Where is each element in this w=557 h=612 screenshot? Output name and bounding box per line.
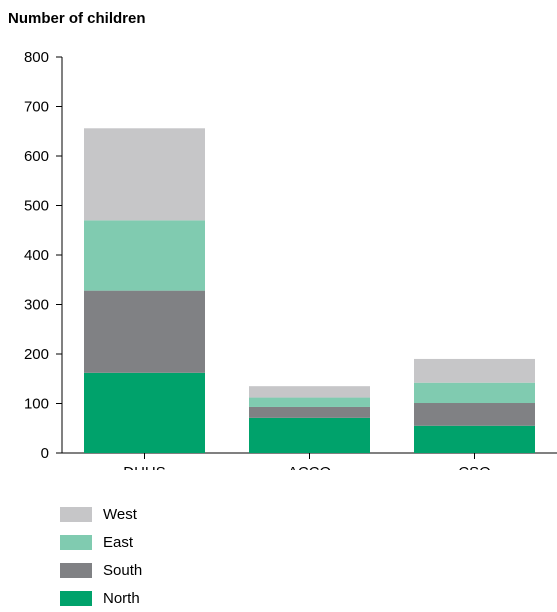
y-tick-label: 600 (24, 148, 49, 165)
bar-dhhs-east (84, 220, 205, 291)
y-tick-label: 500 (24, 198, 49, 215)
chart-title: Number of children (8, 10, 146, 27)
bar-acco-north (249, 417, 370, 453)
legend: West East South North (60, 500, 142, 612)
bar-cso-east (414, 382, 535, 404)
legend-label: North (103, 589, 140, 607)
legend-item-north: North (60, 584, 142, 612)
bar-acco-south (249, 406, 370, 418)
y-axis: 0 100 200 300 400 500 600 700 800 (24, 49, 63, 462)
y-tick-label: 300 (24, 297, 49, 314)
y-tick-label: 700 (24, 99, 49, 116)
x-tick-label: CSO (458, 464, 491, 470)
legend-swatch (60, 590, 92, 606)
y-tick-label: 800 (24, 49, 49, 66)
legend-swatch (60, 562, 92, 578)
bar-cso-north (414, 425, 535, 453)
bar-cso-south (414, 403, 535, 426)
y-tick-label: 200 (24, 346, 49, 363)
y-tick-label: 100 (24, 396, 49, 413)
legend-label: West (103, 505, 137, 523)
legend-label: South (103, 561, 143, 579)
chart-plot: 0 100 200 300 400 500 600 700 800 DHHS ACCO CSO (24, 49, 557, 470)
bar-dhhs-north (84, 372, 205, 453)
y-tick-label: 0 (41, 445, 49, 462)
legend-item-south: South (60, 556, 142, 584)
bar-acco-east (249, 397, 370, 407)
x-axis: DHHS ACCO CSO (62, 452, 557, 470)
bar-cso-west (414, 358, 535, 383)
legend-item-west: West (60, 500, 142, 528)
x-tick-label: ACCO (288, 464, 331, 470)
bar-dhhs-south (84, 290, 205, 373)
legend-swatch (60, 506, 92, 522)
y-tick-label: 400 (24, 247, 49, 264)
bars (84, 128, 535, 453)
x-tick-label: DHHS (123, 464, 166, 470)
legend-item-east: East (60, 528, 142, 556)
bar-dhhs-west (84, 128, 205, 221)
legend-label: East (103, 533, 134, 551)
legend-swatch (60, 534, 92, 550)
bar-acco-west (249, 386, 370, 398)
